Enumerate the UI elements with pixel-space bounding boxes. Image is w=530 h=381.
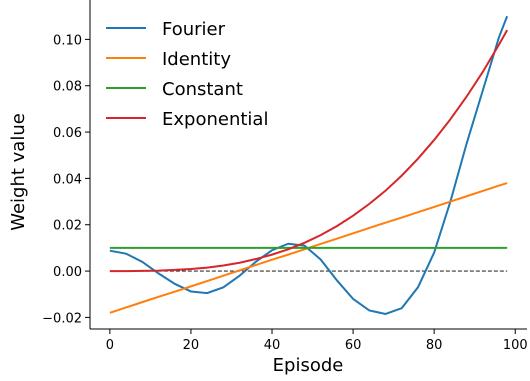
y-axis-label: Weight value — [8, 113, 29, 231]
legend-label: Constant — [162, 79, 243, 100]
series-line — [109, 29, 509, 273]
y-tick-label: −0.02 — [42, 311, 82, 326]
x-tick-label: 0 — [106, 338, 114, 353]
x-tick-label: 20 — [183, 338, 200, 353]
series-line — [109, 182, 508, 314]
y-tick-label: 0.02 — [53, 219, 82, 234]
y-tick-label: 0.00 — [53, 265, 82, 280]
legend-label: Exponential — [162, 109, 268, 130]
x-tick-label: 60 — [345, 338, 362, 353]
x-tick-label: 100 — [503, 338, 528, 353]
series-line — [109, 15, 509, 315]
y-tick-label: 0.08 — [53, 80, 82, 95]
legend-label: Identity — [162, 49, 231, 70]
y-tick-label: 0.10 — [53, 33, 82, 48]
y-tick-label: 0.04 — [53, 172, 82, 187]
x-tick-label: 80 — [426, 338, 443, 353]
x-tick-label: 40 — [264, 338, 281, 353]
y-tick-label: 0.06 — [53, 126, 82, 141]
x-axis-label: Episode — [273, 355, 344, 376]
legend-label: Fourier — [162, 19, 226, 40]
